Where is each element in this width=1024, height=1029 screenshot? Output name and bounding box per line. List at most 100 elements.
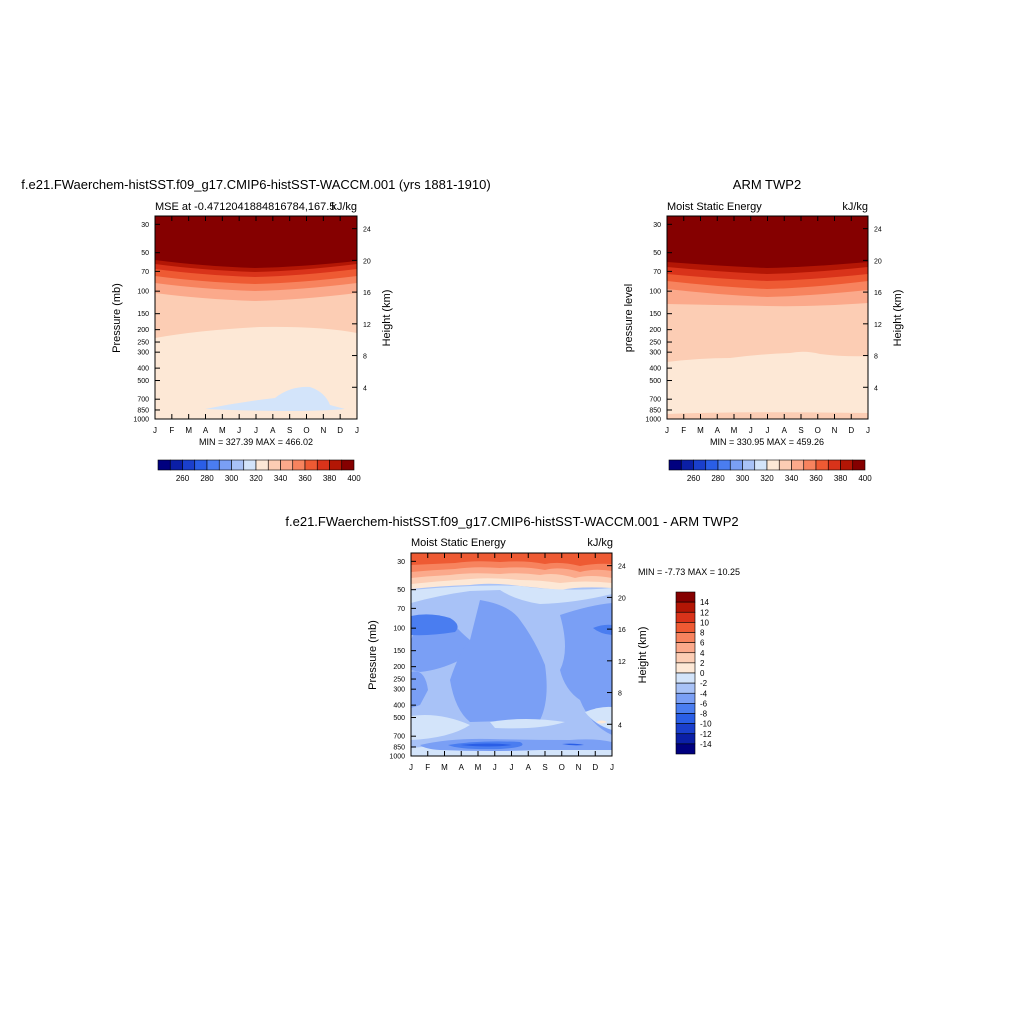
colorbar-box — [675, 611, 696, 623]
colorbar-label: -6 — [700, 699, 708, 708]
contour-band — [450, 600, 547, 722]
panel-model-y-right-ticks: 24 20 16 12 8 4 — [352, 227, 371, 392]
panel-model-colorbar: 260 280 300 320 340 360 380 400 — [157, 459, 361, 483]
y-tick-label: 500 — [393, 715, 405, 722]
colorbar-box — [766, 459, 780, 471]
x-tick-label: J — [510, 763, 514, 772]
colorbar-box — [693, 459, 707, 471]
colorbar-box — [218, 459, 232, 471]
y-right-tick-label: 16 — [363, 290, 371, 297]
y-tick-label: 70 — [141, 269, 149, 276]
y-right-tick-label: 4 — [618, 722, 622, 729]
colorbar-label: 360 — [298, 474, 312, 483]
contour-band — [593, 624, 612, 635]
y-tick-label: 50 — [653, 250, 661, 257]
panel-model-units: kJ/kg — [331, 201, 357, 213]
x-tick-label: J — [254, 426, 258, 435]
panel-obs-title: ARM TWP2 — [733, 177, 801, 192]
x-tick-label: D — [848, 426, 854, 435]
x-tick-label: S — [287, 426, 292, 435]
y-right-tick-label: 24 — [618, 564, 626, 571]
y-tick-label: 500 — [137, 378, 149, 385]
y-tick-label: 30 — [141, 222, 149, 229]
x-tick-label: M — [731, 426, 738, 435]
colorbar-label: -12 — [700, 730, 712, 739]
colorbar-box — [157, 459, 171, 471]
y-right-tick-label: 4 — [874, 385, 878, 392]
y-tick-label: 50 — [141, 250, 149, 257]
y-tick-label: 500 — [649, 378, 661, 385]
y-tick-label: 850 — [137, 407, 149, 414]
y-tick-label: 850 — [649, 407, 661, 414]
colorbar-box — [255, 459, 269, 471]
colorbar-box — [675, 601, 696, 613]
colorbar-box — [675, 672, 696, 684]
x-tick-label: A — [459, 763, 465, 772]
y-tick-label: 250 — [393, 677, 405, 684]
colorbar-label: 2 — [700, 659, 705, 668]
panel-obs-units: kJ/kg — [842, 201, 868, 213]
colorbar-box — [791, 459, 805, 471]
panel-diff-contours — [411, 553, 612, 756]
y-right-tick-label: 12 — [618, 659, 626, 666]
y-right-tick-label: 8 — [618, 691, 622, 698]
colorbar-box — [292, 459, 306, 471]
y-tick-label: 400 — [137, 366, 149, 373]
x-tick-label: N — [576, 763, 582, 772]
panel-model-title: f.e21.FWaerchem-histSST.f09_g17.CMIP6-hi… — [21, 177, 490, 192]
x-tick-label: A — [715, 426, 721, 435]
y-tick-label: 250 — [649, 340, 661, 347]
x-tick-label: J — [766, 426, 770, 435]
colorbar-label: 6 — [700, 639, 705, 648]
colorbar-box — [840, 459, 854, 471]
panel-obs-colorbar: 260 280 300 320 340 360 380 400 — [668, 459, 872, 483]
contour-band — [490, 719, 565, 729]
y-tick-label: 400 — [393, 703, 405, 710]
colorbar-box — [675, 642, 696, 654]
colorbar-box — [280, 459, 294, 471]
contour-band — [155, 216, 357, 268]
contour-band — [411, 585, 612, 604]
colorbar-box — [803, 459, 817, 471]
colorbar-box — [675, 652, 696, 664]
y-tick-label: 70 — [653, 269, 661, 276]
y-tick-label: 200 — [649, 327, 661, 334]
x-tick-label: N — [320, 426, 326, 435]
colorbar-box — [815, 459, 829, 471]
x-tick-label: J — [610, 763, 614, 772]
colorbar-box — [329, 459, 343, 471]
y-right-tick-label: 24 — [874, 227, 882, 234]
y-right-tick-label: 8 — [363, 354, 367, 361]
x-tick-label: J — [409, 763, 413, 772]
panel-diff-y-ticks: 30 50 70 100 150 200 250 300 400 500 700 850 1000 — [389, 559, 416, 761]
colorbar-box — [304, 459, 318, 471]
colorbar-box — [675, 743, 696, 755]
colorbar-label: -8 — [700, 710, 708, 719]
colorbar-box — [778, 459, 792, 471]
y-tick-label: 150 — [137, 311, 149, 318]
x-tick-label: M — [475, 763, 482, 772]
y-tick-label: 850 — [393, 744, 405, 751]
x-tick-label: A — [270, 426, 276, 435]
colorbar-box — [206, 459, 220, 471]
colorbar-label: 280 — [711, 474, 725, 483]
colorbar-box — [169, 459, 183, 471]
panel-model-ylabel: Pressure (mb) — [111, 283, 123, 353]
panel-diff-left-label: Moist Static Energy — [411, 537, 506, 549]
panel-diff-title: f.e21.FWaerchem-histSST.f09_g17.CMIP6-hi… — [285, 514, 738, 529]
x-tick-label: M — [697, 426, 704, 435]
contour-band — [411, 671, 428, 708]
colorbar-box — [705, 459, 719, 471]
panel-obs-ylabel-right: Height (km) — [892, 290, 904, 347]
x-tick-label: D — [592, 763, 598, 772]
panel-model-left-label: MSE at -0.4712041884816784,167.5 — [155, 201, 335, 213]
colorbar-label: 280 — [200, 474, 214, 483]
colorbar-label: 4 — [700, 649, 705, 658]
x-tick-label: S — [542, 763, 547, 772]
colorbar-label: 260 — [176, 474, 190, 483]
colorbar-label: 340 — [785, 474, 799, 483]
colorbar-box — [827, 459, 841, 471]
